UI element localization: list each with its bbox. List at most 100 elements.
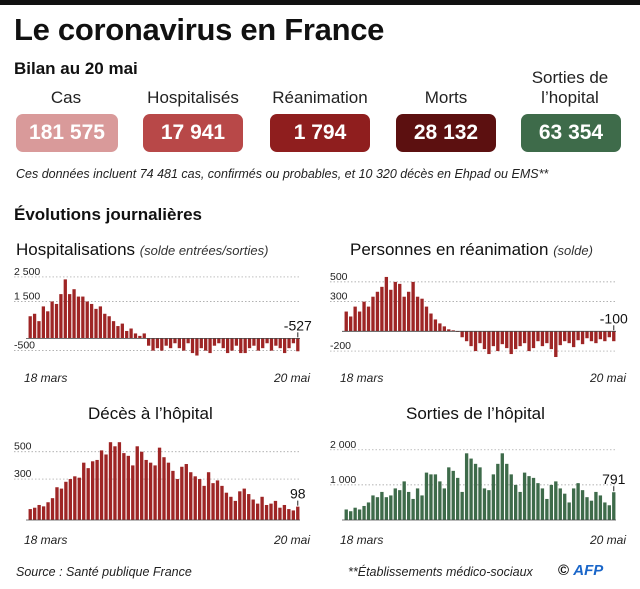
- y-tick-label: 2 000: [330, 439, 356, 451]
- bar: [291, 338, 296, 344]
- y-tick-label: 1 000: [330, 474, 356, 486]
- bar: [518, 331, 522, 347]
- bar: [98, 306, 103, 339]
- bar: [117, 442, 122, 520]
- bar: [585, 331, 589, 339]
- bar: [122, 453, 126, 520]
- bar: [175, 479, 180, 520]
- afp-wordmark: AFP: [573, 562, 604, 579]
- bar: [473, 331, 478, 352]
- bar: [402, 481, 406, 520]
- bar: [433, 474, 438, 520]
- bar: [68, 294, 72, 339]
- bar: [28, 509, 32, 520]
- bar: [59, 488, 64, 520]
- bar: [344, 509, 348, 520]
- bar: [420, 495, 424, 520]
- bar: [411, 281, 415, 332]
- bar: [371, 296, 375, 332]
- last-value-label: -100: [600, 310, 628, 326]
- bar: [239, 338, 243, 354]
- bar: [406, 291, 411, 332]
- bar: [147, 338, 151, 346]
- bar: [135, 446, 139, 520]
- bar: [129, 328, 133, 339]
- bar: [612, 331, 616, 342]
- bar: [195, 338, 199, 356]
- bar: [366, 502, 371, 520]
- y-tick-label: 500: [14, 441, 32, 453]
- bar: [37, 321, 41, 339]
- bar: [72, 289, 76, 339]
- chart-sorties: 2 000 1 000 791 18 mars 20 mai: [330, 439, 626, 547]
- bar: [217, 338, 221, 344]
- bar: [482, 331, 487, 350]
- bar: [296, 338, 300, 352]
- bar: [229, 496, 233, 520]
- bar: [567, 331, 571, 344]
- bar: [247, 338, 252, 349]
- bar: [33, 507, 37, 520]
- bar: [193, 476, 197, 520]
- bar: [469, 331, 473, 347]
- bar: [380, 286, 384, 332]
- page-title: Le coronavirus en France: [14, 12, 385, 47]
- bar: [94, 308, 98, 339]
- bar: [554, 481, 558, 520]
- bar: [451, 330, 455, 332]
- bar: [261, 338, 265, 349]
- bar: [424, 472, 429, 520]
- data-note: Ces données incluent 74 481 cas, confirm…: [16, 167, 549, 181]
- stat-label-hospitalises: Hospitalisés: [147, 88, 239, 107]
- bar: [182, 338, 186, 351]
- bar: [509, 474, 513, 520]
- bar: [540, 331, 545, 347]
- bar: [366, 306, 371, 332]
- chart-title-reanimation: Personnes en réanimation (solde): [350, 240, 593, 259]
- bar: [220, 485, 224, 520]
- bar: [527, 476, 531, 520]
- bar: [269, 503, 273, 520]
- bar: [265, 338, 269, 344]
- bar: [567, 502, 571, 520]
- bar: [531, 477, 536, 520]
- bar: [86, 468, 90, 520]
- bar: [82, 462, 86, 520]
- bar: [576, 331, 580, 341]
- bar: [212, 338, 217, 346]
- bar: [54, 303, 59, 339]
- stat-box-morts: 28 132: [396, 114, 496, 152]
- bar: [478, 467, 482, 520]
- bar: [362, 505, 366, 520]
- bar: [243, 338, 247, 354]
- bar: [589, 331, 594, 342]
- bar: [451, 470, 455, 520]
- bar: [482, 488, 487, 520]
- y-tick-label: 300: [14, 468, 32, 480]
- bar: [166, 462, 171, 520]
- bar: [357, 509, 362, 520]
- chart-title-hospitalisations: Hospitalisations (solde entrées/sorties): [16, 240, 269, 259]
- bar: [76, 296, 81, 339]
- bar: [184, 464, 188, 520]
- bar: [283, 338, 287, 354]
- bar: [607, 505, 611, 520]
- bar: [398, 490, 402, 520]
- bar: [505, 331, 509, 349]
- bar: [255, 503, 260, 520]
- bar: [171, 470, 175, 520]
- bar: [168, 338, 173, 349]
- last-value-label: -527: [284, 317, 312, 333]
- bar: [375, 497, 380, 520]
- bar: [500, 453, 504, 520]
- page-subtitle: Bilan au 20 mai: [14, 59, 138, 78]
- bar: [73, 476, 77, 520]
- bar: [133, 333, 138, 339]
- bar: [111, 321, 116, 339]
- bar: [85, 301, 89, 339]
- bar: [536, 483, 540, 520]
- chart-hospitalisations: 2 500 1 500 -500 -527 18 mars 20 mai: [14, 266, 312, 385]
- bar: [612, 492, 616, 520]
- x-end-label: 20 mai: [589, 371, 626, 385]
- chart-title-deces: Décès à l’hôpital: [88, 404, 213, 423]
